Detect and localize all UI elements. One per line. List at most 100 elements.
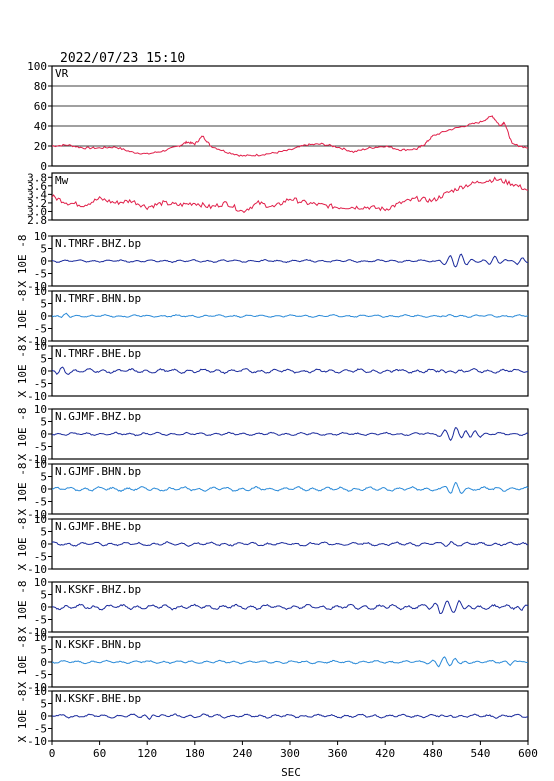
y-tick-label: 10: [34, 285, 47, 298]
y-tick-label: 3.6: [27, 180, 47, 193]
panel-frame: [51, 65, 529, 167]
x-tick-label: 420: [375, 747, 395, 760]
x-tick-label: 120: [137, 747, 157, 760]
y-tick-label: 2.8: [27, 214, 47, 227]
y-tick-label: -10: [27, 453, 47, 466]
y-tick-label: 10: [34, 458, 47, 471]
y-tick-label: 10: [34, 513, 47, 526]
unit-label: X 10E -8: [16, 345, 29, 398]
y-tick-label: -5: [34, 441, 47, 454]
y-tick-label: 0: [40, 255, 47, 268]
x-axis-label: SEC: [281, 766, 301, 779]
y-tick-label: 100: [27, 60, 47, 73]
series-line-N.TMRF.BHZ.bp: [51, 253, 529, 268]
y-tick-label: 3.4: [27, 188, 47, 201]
panel-Mw: Mw 2.83.03.23.43.63.8: [27, 171, 529, 227]
unit-label: X 10E -8: [16, 636, 29, 689]
series-line-N.TMRF.BHE.bp: [51, 366, 529, 375]
panel-label: N.GJMF.BHE.bp: [55, 520, 141, 533]
panel-label: N.TMRF.BHN.bp: [55, 292, 141, 305]
series-line-N.GJMF.BHZ.bp: [51, 427, 529, 442]
y-tick-label: -5: [34, 268, 47, 281]
panel-label: N.GJMF.BHN.bp: [55, 465, 141, 478]
y-tick-label: 0: [40, 538, 47, 551]
series-line-N.GJMF.BHE.bp: [51, 541, 529, 547]
panel-label: N.KSKF.BHZ.bp: [55, 583, 141, 596]
y-tick-label: 0: [40, 656, 47, 669]
y-tick-label: 10: [34, 576, 47, 589]
y-tick-label: -5: [34, 614, 47, 627]
y-tick-label: -10: [27, 563, 47, 576]
y-tick-label: 0: [40, 310, 47, 323]
x-tick-label: 300: [280, 747, 300, 760]
y-tick-label: 10: [34, 403, 47, 416]
unit-label: X 10E -8: [16, 408, 29, 461]
y-tick-label: 10: [34, 631, 47, 644]
panel-label: N.TMRF.BHZ.bp: [55, 237, 141, 250]
unit-label: X 10E -8: [16, 463, 29, 516]
y-tick-label: 10: [34, 230, 47, 243]
y-tick-label: 5: [40, 353, 47, 366]
x-tick-label: 600: [518, 747, 538, 760]
y-tick-label: -10: [27, 735, 47, 748]
panel-label: N.KSKF.BHE.bp: [55, 692, 141, 705]
x-tick-label: 360: [328, 747, 348, 760]
y-tick-label: 0: [40, 601, 47, 614]
timestamp: 2022/07/23 15:10: [60, 51, 185, 66]
y-tick-label: -5: [34, 378, 47, 391]
y-tick-label: 5: [40, 698, 47, 711]
y-tick-label: 0: [40, 365, 47, 378]
y-tick-label: 0: [40, 483, 47, 496]
series-line-N.KSKF.BHZ.bp: [51, 599, 529, 615]
panel-label: N.GJMF.BHZ.bp: [55, 410, 141, 423]
series-line-N.TMRF.BHN.bp: [51, 312, 529, 319]
panels: VR020406080100Mw2.83.03.23.43.63.8N.TMRF…: [16, 60, 529, 748]
y-tick-label: 10: [34, 685, 47, 698]
y-tick-label: -10: [27, 681, 47, 694]
y-tick-label: 5: [40, 526, 47, 539]
panel-label: VR: [55, 67, 69, 80]
y-tick-label: 10: [34, 340, 47, 353]
y-tick-label: 3.8: [27, 171, 47, 184]
y-tick-label: 5: [40, 644, 47, 657]
y-tick-label: -5: [34, 496, 47, 509]
series-line-N.KSKF.BHN.bp: [51, 656, 529, 668]
series-line-N.KSKF.BHE.bp: [51, 713, 529, 720]
series-line-VR: [51, 115, 529, 157]
panel-label: N.KSKF.BHN.bp: [55, 638, 141, 651]
x-axis: 0 60 120 180 240 300 360 420 480 540 600: [49, 741, 538, 760]
x-tick-label: 240: [232, 747, 252, 760]
y-tick-label: 40: [34, 120, 47, 133]
y-tick-label: -10: [27, 280, 47, 293]
y-tick-label: 20: [34, 140, 47, 153]
y-tick-label: 3.2: [27, 197, 47, 210]
y-tick-label: -10: [27, 390, 47, 403]
y-tick-label: 0: [40, 710, 47, 723]
unit-label: X 10E -8: [16, 518, 29, 571]
y-tick-label: 5: [40, 589, 47, 602]
y-tick-label: 0: [40, 428, 47, 441]
x-tick-label: 480: [423, 747, 443, 760]
y-tick-label: -5: [34, 551, 47, 564]
y-tick-label: 3.0: [27, 205, 47, 218]
y-tick-label: 5: [40, 298, 47, 311]
panel-VR: VR 0 20 40 60 80 100: [27, 60, 529, 173]
y-tick-label: 80: [34, 80, 47, 93]
y-tick-label: -10: [27, 508, 47, 521]
panel-label: Mw: [55, 174, 69, 187]
x-tick-label: 0: [49, 747, 56, 760]
series-line-N.GJMF.BHN.bp: [51, 481, 529, 495]
y-tick-label: 0: [40, 160, 47, 173]
x-tick-label: 60: [93, 747, 106, 760]
y-tick-label: -5: [34, 323, 47, 336]
y-tick-label: -10: [27, 335, 47, 348]
